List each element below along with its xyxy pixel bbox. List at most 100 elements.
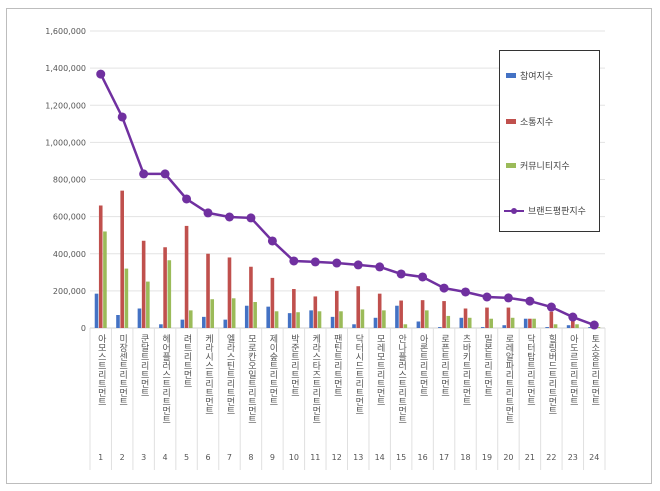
bar-2 <box>317 311 322 328</box>
x-category-label: 케라스타즈트리트먼트 <box>310 334 320 424</box>
x-rank-label: 12 <box>332 453 342 462</box>
x-category-label: 엘라스틴트리트먼트 <box>224 334 234 415</box>
bar-1 <box>442 301 446 328</box>
x-category-label: 츠바키트리트먼트 <box>461 334 471 406</box>
x-category-label: 케라시스트리트먼트 <box>203 334 213 415</box>
legend: 참여지수 소통지수 커뮤니티지수 브랜드평판지수 <box>499 50 600 232</box>
x-category-label: 닥터시드트리트먼트 <box>353 334 363 415</box>
bar-2 <box>553 324 558 328</box>
line-point <box>203 208 213 218</box>
line-point <box>396 269 406 279</box>
line-point <box>439 283 449 293</box>
x-rank-label: 3 <box>141 453 146 462</box>
bar-2 <box>425 310 429 328</box>
x-rank-label: 1 <box>98 453 103 462</box>
bar-1 <box>334 290 339 328</box>
bar-2 <box>296 312 300 328</box>
x-rank-label: 16 <box>418 453 428 462</box>
x-rank-label: 24 <box>589 453 599 462</box>
legend-swatch <box>506 73 516 78</box>
line-point <box>503 293 513 303</box>
legend-item: 소통지수 <box>506 115 553 128</box>
line-point <box>375 262 385 272</box>
bar-0 <box>438 327 442 328</box>
bar-1 <box>292 289 296 328</box>
x-category-label: 아도르트리트먼트 <box>568 334 578 406</box>
y-tick-label: 1,200,000 <box>45 101 86 110</box>
bar-1 <box>120 190 124 328</box>
bar-0 <box>416 321 421 328</box>
legend-item: 커뮤니티지수 <box>506 159 570 172</box>
bar-1 <box>420 300 425 328</box>
bar-2 <box>253 302 257 328</box>
x-category-label: 팬틴트리트먼트 <box>332 334 342 397</box>
legend-item: 브랜드평판지수 <box>504 204 586 217</box>
x-rank-label: 11 <box>310 453 320 462</box>
x-category-label: 아모스트리트먼트 <box>96 334 106 406</box>
bar-2 <box>103 231 107 328</box>
line-point <box>246 213 256 223</box>
bar-2 <box>210 299 215 328</box>
x-rank-label: 9 <box>270 453 275 462</box>
bar-0 <box>180 319 185 328</box>
bar-1 <box>463 308 468 328</box>
bar-1 <box>227 257 232 328</box>
bar-1 <box>506 307 511 328</box>
x-category-label: 닥터탑트리트먼트 <box>525 334 535 406</box>
legend-label: 소통지수 <box>520 118 554 128</box>
x-category-label: 로픈트리트먼트 <box>439 334 449 397</box>
x-category-label: 모레모트리트먼트 <box>375 334 385 406</box>
bar-2 <box>467 317 472 328</box>
line-point <box>546 302 556 312</box>
bar-2 <box>124 268 129 328</box>
x-category-label: 헤어플러스트리트먼트 <box>160 333 170 424</box>
line-point <box>589 320 599 330</box>
legend-label: 참여지수 <box>520 72 554 82</box>
bar-2 <box>532 318 536 328</box>
bar-2 <box>188 310 193 328</box>
x-category-label: 박준트리트먼트 <box>289 334 299 397</box>
legend-swatch <box>506 119 516 124</box>
bar-0 <box>94 293 99 328</box>
line-point <box>182 194 192 204</box>
bar-2 <box>382 310 386 328</box>
bar-1 <box>313 296 318 328</box>
x-rank-label: 8 <box>248 453 253 462</box>
x-rank-label: 22 <box>546 453 556 462</box>
bar-0 <box>244 305 249 328</box>
legend-item: 참여지수 <box>506 69 553 82</box>
line-point <box>418 272 428 282</box>
bar-0 <box>545 327 549 328</box>
x-category-label: 힐링버드트리트먼트 <box>546 333 556 415</box>
bar-0 <box>523 318 528 328</box>
line-point <box>568 312 578 322</box>
bar-2 <box>575 324 579 328</box>
line-point <box>482 292 492 302</box>
legend-swatch <box>506 163 516 168</box>
bar-0 <box>566 325 571 328</box>
chart-frame <box>6 8 652 484</box>
bar-0 <box>266 306 270 328</box>
x-category-label: 제이숲트리트먼트 <box>267 334 277 406</box>
bar-0 <box>352 324 356 328</box>
x-rank-label: 5 <box>184 453 189 462</box>
x-category-label: 토소웅트리트먼트 <box>589 334 599 406</box>
line-point <box>117 112 127 122</box>
x-rank-label: 14 <box>375 453 385 462</box>
line-point <box>353 260 363 270</box>
bar-1 <box>549 311 554 328</box>
line-point <box>267 236 277 246</box>
bar-0 <box>373 317 378 328</box>
x-category-label: 미장센트리트먼트 <box>117 334 127 406</box>
legend-label: 브랜드평판지수 <box>528 207 586 217</box>
y-tick-label: 1,400,000 <box>45 64 86 73</box>
line-point <box>289 256 299 266</box>
bar-0 <box>287 313 292 328</box>
x-rank-label: 7 <box>227 453 232 462</box>
x-category-label: 밀본트리트먼트 <box>482 333 492 397</box>
x-category-label: 안나플러스트리트먼트 <box>396 334 406 424</box>
x-rank-label: 13 <box>353 453 363 462</box>
x-category-label: 아론트리트먼트 <box>418 334 428 397</box>
